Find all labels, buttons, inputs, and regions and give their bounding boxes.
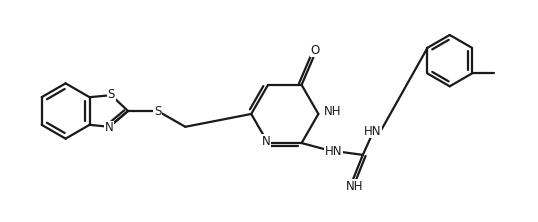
Text: S: S — [108, 88, 115, 101]
Text: HN: HN — [324, 145, 342, 159]
Text: NH: NH — [346, 180, 364, 193]
Text: N: N — [105, 121, 114, 134]
Text: O: O — [311, 44, 320, 57]
Text: N: N — [261, 135, 271, 148]
Text: NH: NH — [324, 105, 342, 119]
Text: S: S — [154, 105, 161, 117]
Text: HN: HN — [364, 125, 381, 138]
